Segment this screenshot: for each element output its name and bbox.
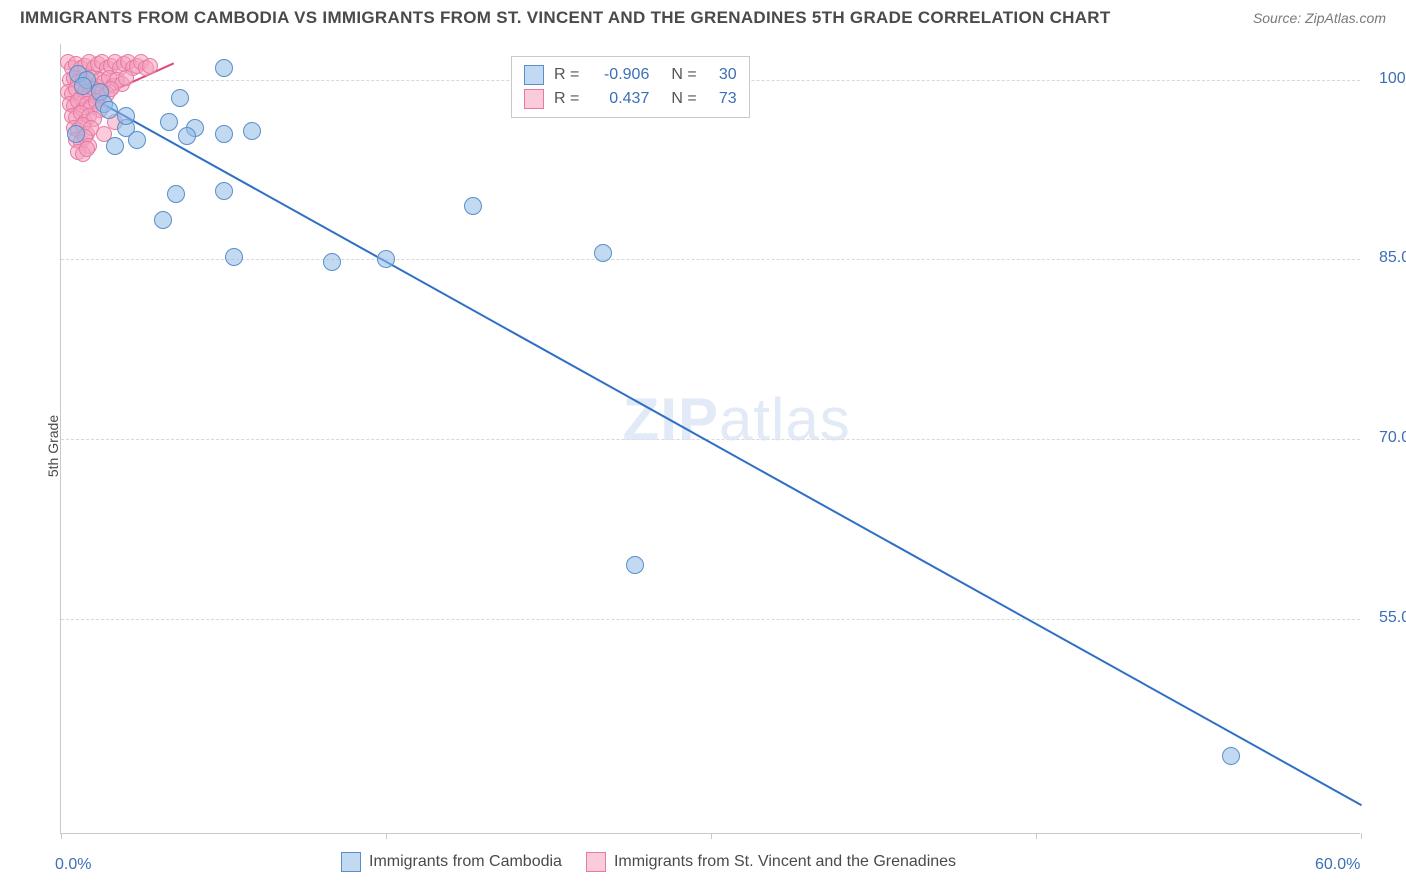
r-label: R =	[554, 63, 579, 87]
gridline	[61, 439, 1360, 440]
n-label: N =	[671, 63, 696, 87]
legend-item: Immigrants from Cambodia	[341, 852, 562, 872]
scatter-point	[171, 89, 189, 107]
scatter-point	[118, 70, 134, 86]
legend-label: Immigrants from Cambodia	[369, 853, 562, 871]
scatter-point	[215, 182, 233, 200]
scatter-point	[243, 122, 261, 140]
legend-swatch	[524, 89, 544, 109]
x-tick	[1036, 833, 1037, 839]
scatter-point	[215, 125, 233, 143]
n-label: N =	[671, 87, 696, 111]
y-tick-label: 85.0%	[1379, 249, 1406, 267]
y-axis-label: 5th Grade	[45, 415, 61, 477]
scatter-point	[167, 185, 185, 203]
scatter-point	[160, 113, 178, 131]
scatter-point	[377, 250, 395, 268]
legend-stats: R = -0.906 N = 30 R = 0.437 N = 73	[511, 56, 750, 118]
scatter-point	[154, 211, 172, 229]
scatter-point	[79, 141, 95, 157]
scatter-point	[464, 197, 482, 215]
scatter-point	[594, 244, 612, 262]
x-tick	[711, 833, 712, 839]
scatter-point	[100, 101, 118, 119]
trend-line	[93, 98, 1361, 806]
scatter-point	[117, 107, 135, 125]
legend-row: R = -0.906 N = 30	[524, 63, 737, 87]
scatter-point	[1222, 747, 1240, 765]
x-tick	[1361, 833, 1362, 839]
chart-plot-area: 55.0%70.0%85.0%100.0%0.0%60.0%ZIPatlasR …	[60, 44, 1360, 834]
y-tick-label: 70.0%	[1379, 429, 1406, 447]
scatter-point	[142, 58, 158, 74]
legend-item: Immigrants from St. Vincent and the Gren…	[586, 852, 956, 872]
r-value: 0.437	[589, 87, 649, 111]
y-tick-label: 100.0%	[1379, 70, 1406, 88]
scatter-point	[215, 59, 233, 77]
scatter-point	[128, 131, 146, 149]
watermark: ZIPatlas	[623, 385, 851, 454]
x-tick	[386, 833, 387, 839]
scatter-point	[225, 248, 243, 266]
x-tick	[61, 833, 62, 839]
r-label: R =	[554, 87, 579, 111]
legend-row: R = 0.437 N = 73	[524, 87, 737, 111]
legend-label: Immigrants from St. Vincent and the Gren…	[614, 853, 956, 871]
n-value: 73	[707, 87, 737, 111]
legend-swatch	[341, 852, 361, 872]
y-tick-label: 55.0%	[1379, 609, 1406, 627]
scatter-point	[67, 125, 85, 143]
scatter-point	[74, 77, 92, 95]
source-label: Source: ZipAtlas.com	[1253, 10, 1386, 26]
x-tick-label: 60.0%	[1315, 856, 1360, 874]
chart-title: IMMIGRANTS FROM CAMBODIA VS IMMIGRANTS F…	[20, 8, 1111, 28]
gridline	[61, 259, 1360, 260]
legend-swatch	[524, 65, 544, 85]
x-tick-label: 0.0%	[55, 856, 91, 874]
scatter-point	[626, 556, 644, 574]
gridline	[61, 619, 1360, 620]
r-value: -0.906	[589, 63, 649, 87]
scatter-point	[106, 137, 124, 155]
scatter-point	[178, 127, 196, 145]
legend-swatch	[586, 852, 606, 872]
header: IMMIGRANTS FROM CAMBODIA VS IMMIGRANTS F…	[0, 0, 1406, 28]
legend-series: Immigrants from Cambodia Immigrants from …	[341, 852, 956, 872]
n-value: 30	[707, 63, 737, 87]
scatter-point	[323, 253, 341, 271]
